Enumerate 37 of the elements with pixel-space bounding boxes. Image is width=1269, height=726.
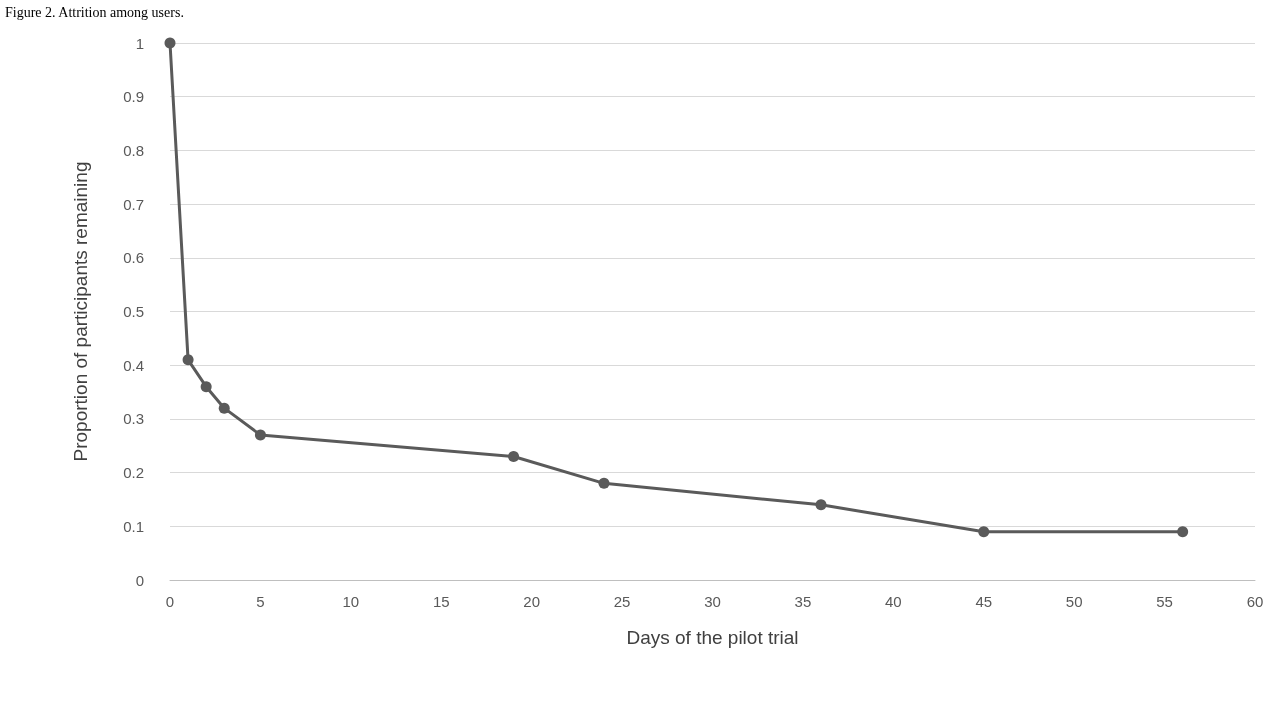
x-tick-label: 35 (794, 593, 812, 610)
y-tick-label: 0.5 (123, 303, 144, 320)
y-tick-label: 0.6 (123, 249, 144, 267)
x-tick-label: 0 (165, 593, 175, 610)
point (218, 402, 230, 414)
chart-title: Figure 2. Attrition among users. (5, 4, 184, 20)
x-tick-label: 5 (256, 593, 265, 610)
x-tick-label: 45 (975, 593, 993, 610)
x-tick-label: 25 (613, 593, 631, 610)
x-tick-label: 50 (1065, 593, 1083, 610)
point (200, 381, 212, 393)
x-axis-title: Days of the pilot trial (626, 627, 799, 648)
x-tick-label: 40 (884, 593, 902, 610)
x-tick-label: 15 (432, 593, 450, 610)
point (164, 37, 176, 49)
y-tick-label: 0.1 (123, 517, 144, 535)
point (254, 429, 266, 441)
x-tick-label: 30 (704, 593, 721, 610)
y-axis-title: Proportion of participants remaining (70, 161, 91, 462)
y-tick-label: 0.3 (123, 410, 144, 428)
y-tick-label: 0.2 (123, 464, 144, 482)
point (1177, 526, 1189, 538)
point (182, 354, 194, 366)
x-tick-label: 60 (1246, 593, 1264, 610)
y-tick-label: 0.9 (123, 88, 144, 106)
point (978, 526, 990, 538)
x-tick-label: 55 (1156, 593, 1173, 610)
point (508, 450, 520, 462)
y-tick-label: 0.4 (123, 356, 144, 374)
x-tick-label: 20 (523, 593, 541, 610)
y-tick-label: 0.7 (123, 195, 144, 213)
y-tick-label: 0.8 (123, 141, 144, 159)
point (815, 499, 827, 511)
point (598, 477, 610, 489)
x-tick-label: 10 (342, 593, 360, 610)
y-tick-label: 0 (135, 571, 144, 589)
y-tick-label: 1 (135, 34, 144, 52)
